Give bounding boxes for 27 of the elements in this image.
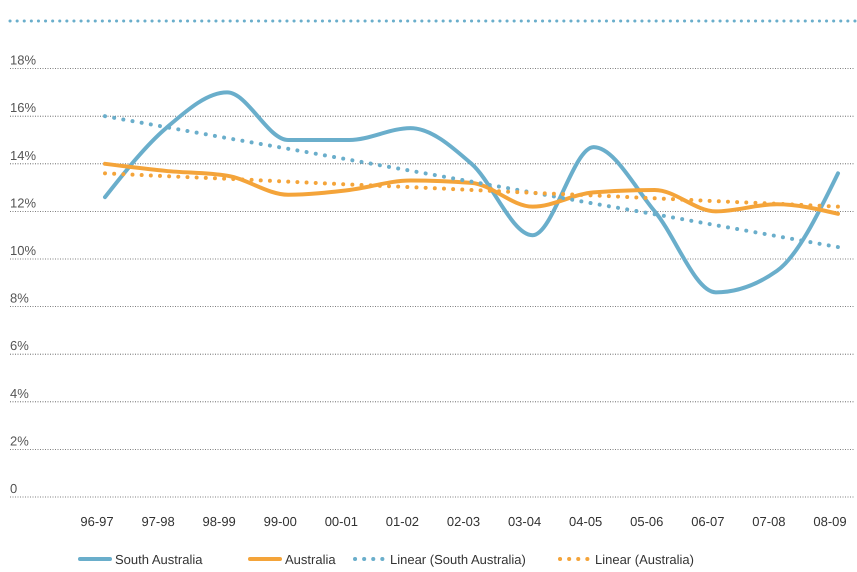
x-tick-label: 06-07: [691, 514, 724, 529]
y-tick-label: 8%: [10, 290, 30, 306]
x-tick-label: 02-03: [446, 514, 480, 529]
x-tick-label: 98-99: [202, 514, 236, 529]
y-tick-label: 6%: [10, 338, 30, 354]
x-tick-label: 97-98: [141, 514, 175, 529]
y-tick-label: 18%: [10, 52, 36, 68]
x-tick-label: 07-08: [752, 514, 786, 529]
legend-label: Linear (Australia): [595, 552, 694, 567]
y-tick-label: 14%: [10, 148, 36, 163]
legend-label: South Australia: [115, 552, 204, 567]
x-tick-label: 00-01: [324, 514, 358, 529]
x-tick-label: 03-04: [508, 514, 542, 529]
y-tick-label: 12%: [10, 195, 36, 210]
y-tick-label: 0: [10, 481, 18, 496]
x-tick-label: 04-05: [569, 514, 602, 529]
y-tick-label: 16%: [10, 100, 36, 116]
y-tick-label: 2%: [10, 433, 30, 448]
x-tick-label: 01-02: [386, 514, 420, 529]
legend-label: Linear (South Australia): [390, 552, 526, 567]
y-tick-label: 4%: [10, 386, 30, 401]
x-tick-label: 99-00: [264, 514, 297, 529]
legend-label: Australia: [285, 552, 336, 567]
x-tick-label: 96-97: [80, 514, 114, 529]
x-tick-label: 08-09: [813, 514, 847, 529]
y-tick-label: 10%: [10, 243, 36, 258]
x-tick-label: 05-06: [630, 514, 664, 529]
